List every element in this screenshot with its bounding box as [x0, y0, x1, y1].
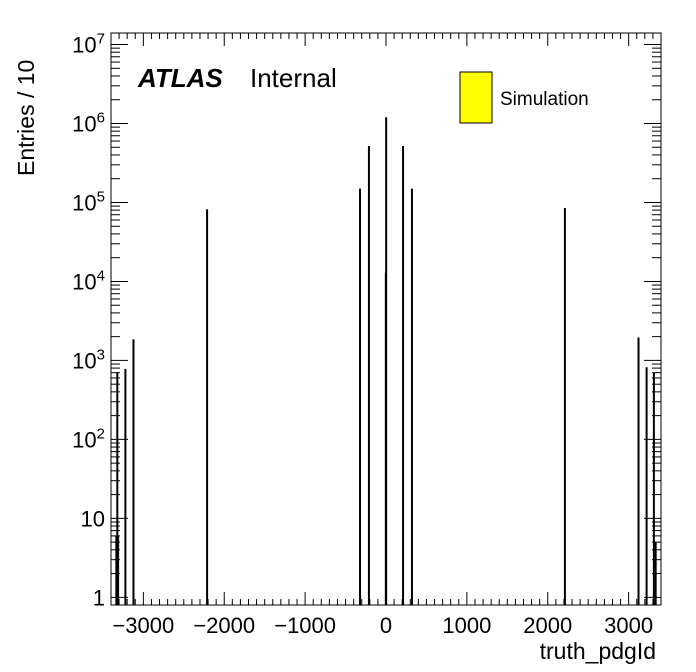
y-tick-label: 102	[72, 425, 105, 452]
x-tick-label: −1000	[274, 613, 336, 638]
y-tick-label: 105	[72, 188, 105, 215]
x-tick-label: 0	[380, 613, 392, 638]
x-axis-title: truth_pdgId	[540, 638, 656, 664]
legend-label: Simulation	[500, 89, 589, 110]
y-tick-label: 10	[81, 506, 105, 531]
histogram-bars	[115, 117, 657, 605]
legend-swatch	[459, 71, 493, 124]
x-tick-label: 3000	[604, 613, 653, 638]
y-tick-label: 103	[72, 346, 105, 373]
internal-label: Internal	[250, 63, 337, 93]
y-axis-ticks: 1 10 102 103 104 105 106 107	[72, 31, 661, 610]
atlas-label: ATLAS	[137, 63, 223, 93]
x-tick-label: 2000	[523, 613, 572, 638]
y-tick-label: 1	[93, 585, 105, 610]
x-axis-ticks: −3000 −2000 −1000 0 1000 2000 3000	[112, 33, 654, 638]
y-tick-label: 106	[72, 110, 105, 137]
x-tick-label: −2000	[193, 613, 255, 638]
x-tick-label: 1000	[442, 613, 491, 638]
y-tick-label: 104	[72, 267, 105, 294]
x-tick-label: −3000	[112, 613, 174, 638]
y-axis-title: Entries / 10	[13, 60, 39, 176]
y-tick-label: 107	[72, 31, 105, 58]
